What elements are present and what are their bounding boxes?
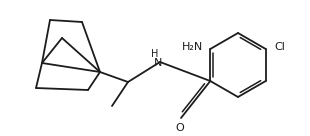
- Text: O: O: [176, 123, 184, 133]
- Text: H₂N: H₂N: [182, 42, 203, 52]
- Text: H: H: [151, 49, 159, 59]
- Text: N: N: [154, 58, 162, 68]
- Text: Cl: Cl: [274, 42, 285, 52]
